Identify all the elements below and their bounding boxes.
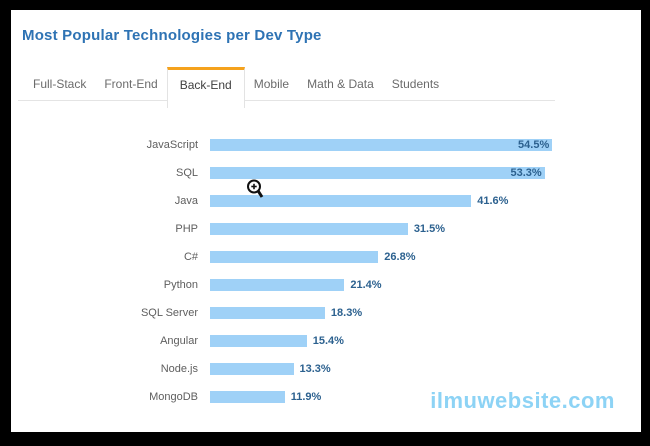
bar [210,307,325,319]
bar-area: 18.3% [210,307,641,319]
bar-area: 21.4% [210,279,641,291]
category-label: PHP [175,223,198,235]
category-label: MongoDB [149,391,198,403]
bar [210,391,285,403]
tab-students[interactable]: Students [391,77,440,91]
bar [210,195,472,207]
value-label: 54.5% [518,139,550,151]
category-label: C# [183,251,198,263]
chart-row: PHP 31.5% [11,215,641,243]
value-label: 11.9% [290,391,322,403]
tab-full-stack[interactable]: Full-Stack [33,77,87,91]
chart-row: C# 26.8% [11,243,641,271]
tab-front-end[interactable]: Front-End [104,77,158,91]
chart-row: JavaScript 54.5% [11,131,641,159]
watermark: ilmuwebsite.com [430,388,615,413]
bar-area: 15.4% [210,335,641,347]
tab-math-data[interactable]: Math & Data [307,77,374,91]
zoom-in-cursor-icon [247,179,264,198]
value-label: 53.3% [510,167,542,179]
value-label: 15.4% [312,335,344,347]
category-label: Angular [160,335,198,347]
chart-row: Java 41.6% [11,187,641,215]
bar-area: 54.5% [210,139,641,151]
value-label: 31.5% [413,223,446,235]
category-label: Python [163,279,198,291]
chart-row: Python 21.4% [11,271,641,299]
tab-mobile[interactable]: Mobile [253,77,290,91]
value-label: 26.8% [384,251,416,263]
bar [210,335,307,347]
category-label: SQL Server [140,307,198,319]
bar-area: 11.9% [210,391,641,403]
page-title: Most Popular Technologies per Dev Type [22,27,322,44]
bar [210,223,408,235]
dev-type-tabbar: Full-Stack Front-End Back-End Mobile Math & … [18,67,555,108]
bar-area: 53.3% [210,167,641,179]
chart-row: SQL 53.3% [11,159,641,187]
bar-area: 13.3% [210,363,641,375]
chart-row: Node.js 13.3% [11,355,641,383]
tab-back-end[interactable]: Back-End [166,67,245,108]
chart-row: MongoDB 11.9% [11,383,641,411]
chart-row: SQL Server 18.3% [11,299,641,327]
value-label: 21.4% [350,279,382,291]
bar: 54.5% [210,139,553,151]
technologies-bar-chart: JavaScript 54.5% SQL 53.3% Java 41.6% PHP 31.5%… [11,131,641,411]
bar-area: 26.8% [210,251,641,263]
value-label: 41.6% [477,195,509,207]
value-label: 13.3% [299,363,331,375]
bar [210,251,379,263]
bar [210,279,345,291]
bar-area: 31.5% [210,223,641,235]
category-label: SQL [175,167,198,179]
report-panel: Most Popular Technologies per Dev Type F… [11,10,641,432]
category-label: Node.js [160,363,198,375]
chart-row: Angular 15.4% [11,327,641,355]
category-label: JavaScript [146,139,198,151]
bar: 53.3% [210,167,545,179]
category-label: Java [174,195,198,207]
bar [210,363,294,375]
bar-area: 41.6% [210,195,641,207]
value-label: 18.3% [330,307,363,319]
